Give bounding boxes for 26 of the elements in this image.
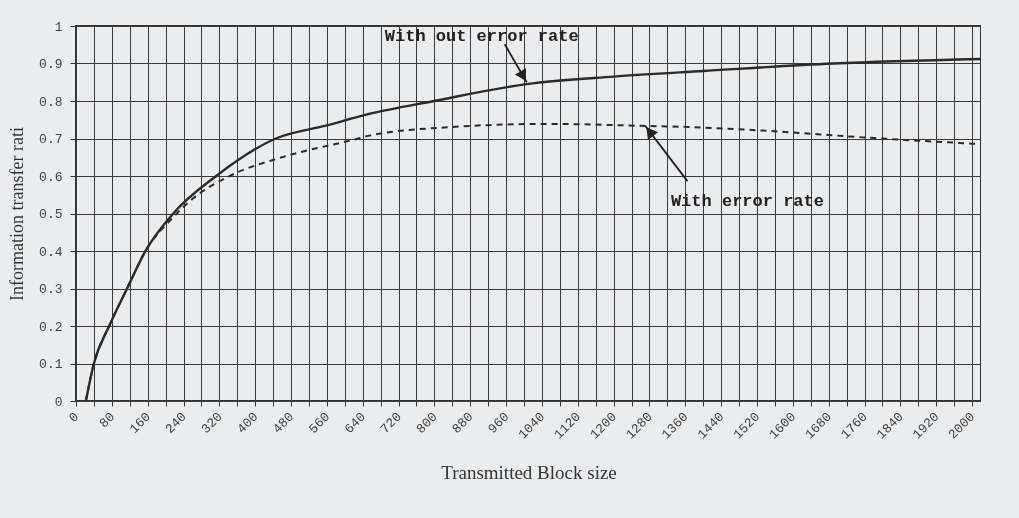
y-tick-label: 1 xyxy=(54,19,63,35)
y-tick-label: 0.8 xyxy=(39,94,63,110)
y-tick-label: 0.1 xyxy=(39,357,63,372)
y-tick-label: 0.2 xyxy=(39,319,63,335)
x-tick-label: 160 xyxy=(126,409,154,437)
y-tick-label: 0.9 xyxy=(39,57,63,72)
x-tick-label: 560 xyxy=(305,409,334,437)
y-tick-label: 0.6 xyxy=(39,169,63,185)
y-axis-title: Information transfer rati xyxy=(7,127,28,301)
x-axis-title: Transmitted Block size xyxy=(441,461,617,483)
x-tick-label: 640 xyxy=(341,409,369,437)
x-tick-label: 960 xyxy=(485,409,513,437)
y-tick-label: 0.5 xyxy=(39,207,63,222)
x-tick-label: 480 xyxy=(270,409,298,437)
x-tick-label: 80 xyxy=(96,409,118,432)
y-tick-label: 0.4 xyxy=(39,244,63,260)
y-tick-label: 0.7 xyxy=(39,132,63,147)
x-tick-label: 240 xyxy=(162,409,190,437)
x-tick-label: 400 xyxy=(234,409,262,437)
y-tick-label: 0 xyxy=(54,394,63,410)
x-tick-label: 720 xyxy=(377,409,405,437)
x-tick-label: 320 xyxy=(198,409,226,437)
x-tick-label: 800 xyxy=(413,409,441,437)
x-tick-label: 880 xyxy=(449,409,477,437)
y-tick-label: 0.3 xyxy=(39,282,63,297)
x-tick-label: 0 xyxy=(66,409,83,426)
